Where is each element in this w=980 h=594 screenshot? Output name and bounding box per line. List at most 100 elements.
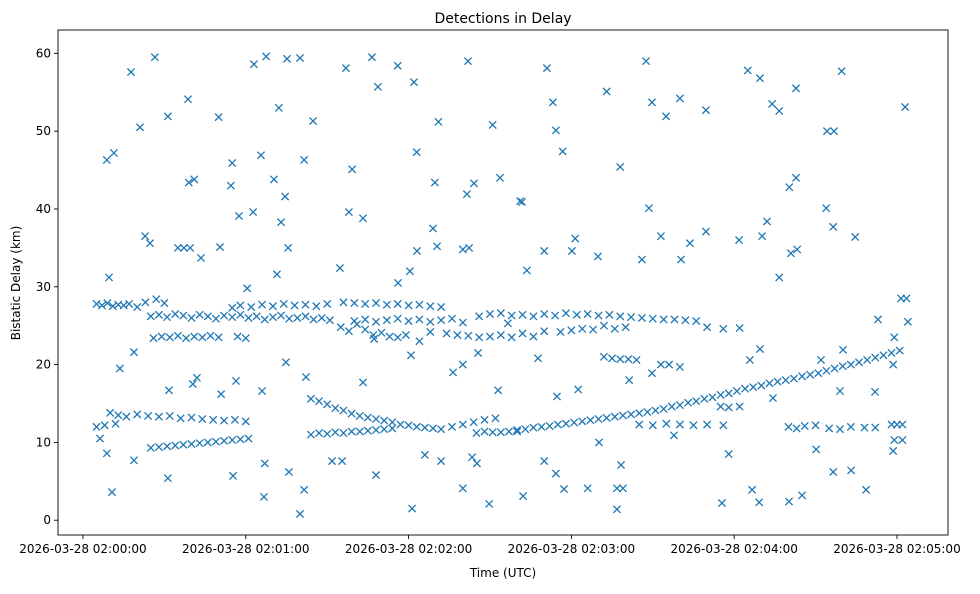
data-point: [336, 323, 345, 332]
data-point: [412, 148, 421, 157]
data-point: [339, 406, 348, 415]
data-point: [217, 390, 226, 399]
data-point: [458, 360, 467, 369]
data-point: [890, 333, 899, 342]
data-point: [496, 428, 505, 437]
data-point: [241, 334, 250, 343]
data-point: [347, 409, 356, 418]
data-point: [791, 84, 801, 93]
data-point: [447, 314, 457, 323]
data-point: [529, 423, 538, 432]
data-point: [545, 422, 554, 431]
data-point: [412, 422, 421, 431]
data-point: [462, 190, 471, 199]
data-point: [860, 423, 869, 432]
data-point: [812, 445, 821, 454]
data-point: [230, 415, 239, 424]
data-point: [625, 376, 634, 385]
data-point: [125, 299, 134, 308]
data-point: [293, 313, 302, 322]
data-point: [412, 246, 422, 256]
data-point: [683, 398, 693, 407]
data-point: [306, 394, 315, 403]
data-point: [393, 278, 403, 287]
data-point: [203, 312, 212, 321]
data-point: [331, 428, 340, 437]
data-point: [269, 175, 279, 184]
data-point: [369, 330, 378, 340]
data-point: [838, 362, 847, 371]
data-point: [198, 333, 207, 342]
data-point: [822, 127, 832, 136]
data-point: [285, 314, 294, 323]
data-point: [610, 412, 619, 421]
data-point: [141, 232, 150, 241]
data-point: [220, 311, 229, 320]
data-point: [616, 162, 625, 172]
data-point: [559, 485, 569, 494]
data-point: [762, 217, 772, 226]
x-tick-label: 2026-03-28 02:02:00: [345, 542, 472, 556]
data-point: [231, 376, 241, 385]
data-point: [775, 106, 784, 115]
data-point: [594, 415, 603, 424]
data-point: [179, 243, 188, 252]
data-point: [556, 327, 565, 336]
data-point: [503, 319, 512, 328]
data-point: [458, 318, 467, 327]
data-point: [129, 456, 139, 465]
data-point: [540, 246, 549, 256]
data-point: [567, 246, 576, 256]
data-point: [635, 409, 644, 418]
data-point: [816, 355, 826, 364]
data-point: [295, 509, 305, 519]
data-point: [126, 67, 136, 77]
data-point: [406, 351, 416, 360]
data-point: [133, 302, 142, 312]
data-point: [854, 358, 864, 367]
x-tick-label: 2026-03-28 02:04:00: [670, 542, 797, 556]
data-point: [488, 428, 497, 437]
y-axis-label: Bistatic Delay (km): [9, 226, 23, 341]
data-point: [198, 415, 207, 424]
data-point: [519, 492, 528, 501]
data-point: [701, 106, 711, 115]
data-point: [176, 414, 185, 423]
data-point: [594, 311, 603, 320]
data-point: [312, 302, 321, 311]
data-point: [775, 273, 784, 282]
data-point: [496, 330, 505, 340]
data-point: [797, 491, 807, 500]
data-point: [901, 102, 910, 112]
data-point: [870, 387, 880, 396]
data-point: [430, 178, 439, 187]
data-point: [558, 147, 567, 156]
y-tick-label: 50: [36, 124, 51, 138]
data-point: [567, 326, 576, 335]
data-point: [163, 112, 172, 121]
data-point: [529, 312, 538, 321]
data-point: [784, 497, 794, 506]
data-point: [540, 457, 549, 466]
data-point: [578, 324, 587, 333]
data-point: [355, 411, 364, 421]
data-point: [160, 299, 169, 308]
data-point: [522, 266, 531, 275]
data-point: [463, 57, 473, 66]
data-point: [259, 492, 269, 501]
data-point: [371, 471, 381, 480]
data-point: [724, 450, 733, 459]
x-tick-label: 2026-03-28 02:01:00: [182, 542, 309, 556]
data-point: [488, 120, 497, 129]
data-point: [846, 360, 855, 369]
data-point: [755, 74, 765, 83]
data-point: [583, 309, 592, 319]
data-point: [602, 413, 611, 422]
data-point: [829, 222, 838, 231]
data-point: [301, 312, 310, 321]
data-point: [529, 332, 538, 341]
data-point: [371, 415, 381, 424]
data-point: [480, 415, 489, 424]
data-point: [244, 313, 253, 322]
